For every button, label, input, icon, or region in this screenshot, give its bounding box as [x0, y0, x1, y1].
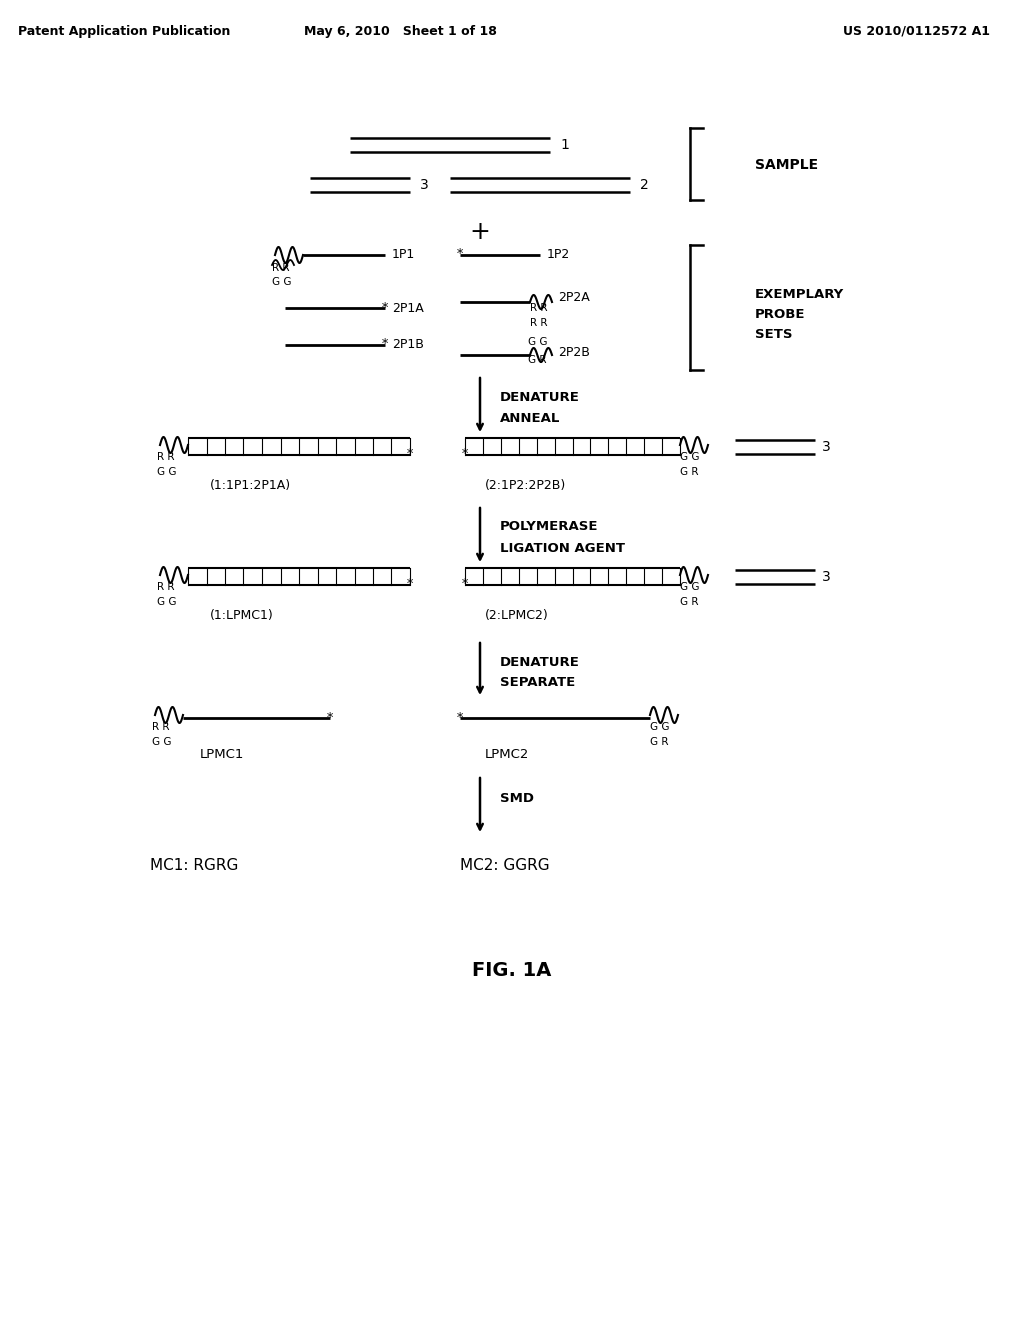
Text: MC1: RGRG: MC1: RGRG [150, 858, 239, 873]
Text: R R: R R [157, 582, 174, 591]
Text: PROBE: PROBE [755, 309, 806, 322]
Text: May 6, 2010   Sheet 1 of 18: May 6, 2010 Sheet 1 of 18 [303, 25, 497, 38]
Text: (2:1P2:2P2B): (2:1P2:2P2B) [485, 479, 566, 491]
Text: US 2010/0112572 A1: US 2010/0112572 A1 [843, 25, 990, 38]
Text: *: * [407, 449, 413, 462]
Text: G R: G R [680, 467, 698, 477]
Text: LPMC2: LPMC2 [485, 748, 529, 762]
Text: FIG. 1A: FIG. 1A [472, 961, 552, 979]
Text: R R: R R [157, 451, 174, 462]
Text: 2P2A: 2P2A [558, 292, 590, 305]
Text: *: * [382, 338, 388, 351]
Text: DENATURE: DENATURE [500, 392, 580, 404]
Text: G R: G R [680, 597, 698, 607]
Text: MC2: GGRG: MC2: GGRG [460, 858, 550, 873]
Text: 2P2B: 2P2B [558, 346, 590, 359]
Text: *: * [457, 248, 463, 261]
Text: SMD: SMD [500, 792, 534, 804]
Text: SEPARATE: SEPARATE [500, 676, 575, 689]
Text: G G: G G [680, 582, 699, 591]
Text: 3: 3 [822, 440, 830, 454]
Text: +: + [470, 220, 490, 244]
Text: G G: G G [157, 597, 176, 607]
Text: R R: R R [272, 263, 290, 273]
Text: 3: 3 [420, 178, 429, 191]
Text: R R: R R [530, 318, 548, 327]
Text: 2P1B: 2P1B [392, 338, 424, 351]
Text: 3: 3 [822, 570, 830, 583]
Text: 1: 1 [560, 139, 569, 152]
Text: G R: G R [650, 737, 669, 747]
Text: G R: G R [528, 355, 547, 366]
Text: R R: R R [152, 722, 170, 733]
Text: LPMC1: LPMC1 [200, 748, 245, 762]
Text: EXEMPLARY: EXEMPLARY [755, 289, 844, 301]
Text: G G: G G [650, 722, 670, 733]
Text: G G: G G [272, 277, 292, 286]
Text: SETS: SETS [755, 329, 793, 342]
Text: *: * [457, 711, 463, 725]
Text: 2P1A: 2P1A [392, 301, 424, 314]
Text: DENATURE: DENATURE [500, 656, 580, 668]
Text: ANNEAL: ANNEAL [500, 412, 560, 425]
Text: *: * [462, 449, 468, 462]
Text: (2:LPMC2): (2:LPMC2) [485, 609, 549, 622]
Text: R R: R R [530, 304, 548, 313]
Text: *: * [382, 301, 388, 314]
Text: Patent Application Publication: Patent Application Publication [18, 25, 230, 38]
Text: *: * [407, 578, 413, 591]
Text: 2: 2 [640, 178, 649, 191]
Text: G G: G G [152, 737, 171, 747]
Text: G G: G G [157, 467, 176, 477]
Text: (1:LPMC1): (1:LPMC1) [210, 609, 273, 622]
Text: G G: G G [680, 451, 699, 462]
Text: POLYMERASE: POLYMERASE [500, 520, 598, 533]
Text: 1P1: 1P1 [392, 248, 416, 261]
Text: *: * [462, 578, 468, 591]
Text: 1P2: 1P2 [547, 248, 570, 261]
Text: G G: G G [528, 337, 548, 347]
Text: LIGATION AGENT: LIGATION AGENT [500, 541, 625, 554]
Text: *: * [327, 711, 333, 725]
Text: SAMPLE: SAMPLE [755, 158, 818, 172]
Text: (1:1P1:2P1A): (1:1P1:2P1A) [210, 479, 291, 491]
